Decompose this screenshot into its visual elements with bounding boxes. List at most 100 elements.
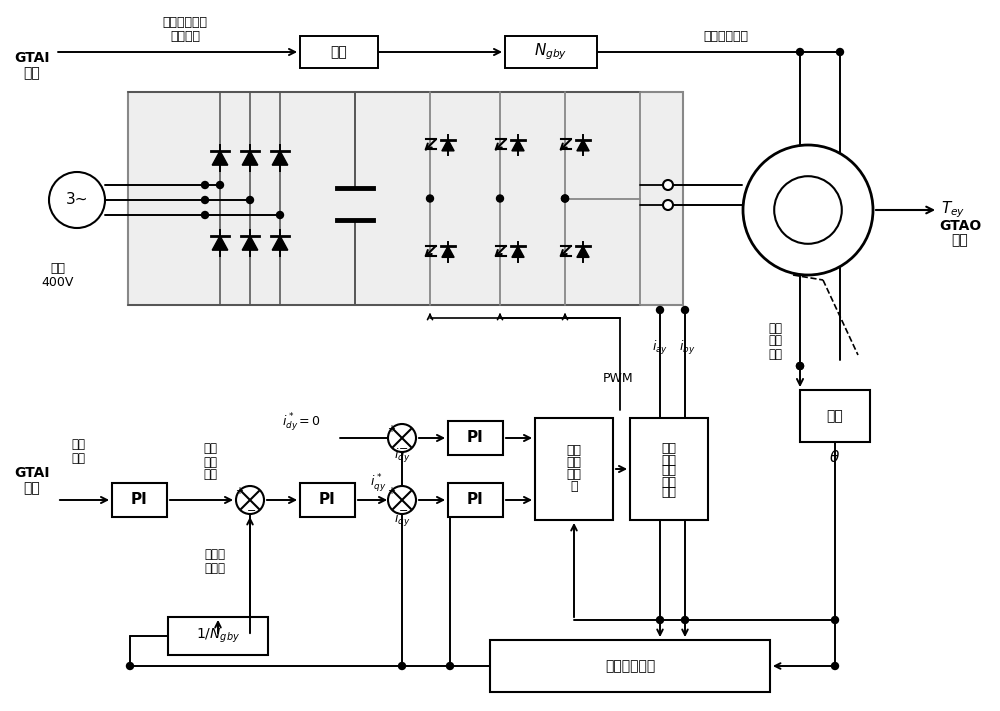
Circle shape [682,306,688,314]
Circle shape [202,196,208,203]
Text: 坐标: 坐标 [566,444,582,457]
Polygon shape [242,151,258,165]
Polygon shape [272,151,288,165]
Polygon shape [577,246,589,257]
Bar [112,483,167,517]
Text: 旋转: 旋转 [566,456,582,469]
Text: 电压: 电压 [662,442,676,456]
Polygon shape [442,246,454,257]
Circle shape [202,181,208,188]
Text: PI: PI [131,493,147,508]
Bar [800,390,870,442]
Text: $i_{dy}$: $i_{dy}$ [394,447,410,465]
Bar [630,418,708,520]
Text: 调制: 调制 [662,486,676,500]
Text: $1/N_{gby}$: $1/N_{gby}$ [196,627,240,645]
Text: 微分: 微分 [331,45,347,59]
Text: $i_{qy}$: $i_{qy}$ [394,511,410,529]
Text: −: − [399,506,408,516]
Text: +: + [388,424,396,434]
Text: 积分: 积分 [827,409,843,423]
Text: 输入: 输入 [24,66,40,80]
Circle shape [832,663,838,670]
Circle shape [49,172,105,228]
Text: 偏航电机转速: 偏航电机转速 [704,31,748,43]
Text: GTAO: GTAO [939,219,981,233]
Text: 输出: 输出 [952,233,968,247]
Text: 3~: 3~ [66,193,88,208]
Text: $i_{qy}^*$: $i_{qy}^*$ [370,472,386,494]
Text: $i_{dy}^*=0$: $i_{dy}^*=0$ [282,412,322,434]
Circle shape [836,48,844,55]
Polygon shape [442,139,454,151]
Bar [300,483,355,517]
Circle shape [246,196,254,203]
Circle shape [562,195,568,202]
Circle shape [216,181,224,188]
Bar [448,483,503,517]
Text: $i_{by}$: $i_{by}$ [679,339,695,357]
Circle shape [446,663,454,670]
Text: 偏航: 偏航 [71,439,85,451]
Text: 坐标旋转变换: 坐标旋转变换 [605,659,655,673]
Circle shape [388,424,416,452]
Polygon shape [512,139,524,151]
Text: GTAI: GTAI [14,51,50,65]
Text: 转速: 转速 [768,348,782,360]
Text: PI: PI [467,493,483,508]
Circle shape [656,306,664,314]
Circle shape [832,616,838,624]
Circle shape [562,195,568,202]
Text: 三相: 三相 [50,262,66,274]
Text: 航速率: 航速率 [205,562,226,574]
Circle shape [202,211,208,218]
Bar [128,92,683,305]
Text: PI: PI [319,493,335,508]
Circle shape [663,180,673,190]
Bar [168,617,268,655]
Circle shape [236,486,264,514]
Text: 指令: 指令 [71,451,85,464]
Text: $T_{ey}$: $T_{ey}$ [941,200,965,220]
Circle shape [663,200,673,210]
Text: 实测偏: 实测偏 [205,548,226,562]
Text: GTAI: GTAI [14,466,50,480]
Text: 同步电机: 同步电机 [788,210,816,223]
Text: 逆变: 逆变 [566,469,582,481]
Polygon shape [512,246,524,257]
Polygon shape [272,236,288,250]
Text: −: − [247,506,256,516]
Circle shape [126,663,134,670]
Text: 脉宽: 脉宽 [662,476,676,488]
Text: 换: 换 [570,481,578,493]
Bar [300,36,378,68]
Bar [448,421,503,455]
Circle shape [774,176,842,244]
Text: $i_{ay}$: $i_{ay}$ [652,339,668,357]
Circle shape [388,486,416,514]
Text: 机舱与正北方: 机舱与正北方 [162,16,208,29]
Polygon shape [212,236,228,250]
Circle shape [796,363,804,370]
Circle shape [496,195,504,202]
Circle shape [796,363,804,370]
Polygon shape [577,139,589,151]
Text: PI: PI [467,430,483,446]
Text: $\theta$: $\theta$ [829,449,841,465]
Text: 输入: 输入 [24,481,40,495]
Bar [490,640,770,692]
Text: 电机: 电机 [768,334,782,348]
Circle shape [276,211,284,218]
Text: −: − [399,444,408,454]
Text: 偏航永磁: 偏航永磁 [788,195,816,208]
Text: 偏航: 偏航 [203,442,217,456]
Text: 速率: 速率 [203,456,217,469]
Polygon shape [242,236,258,250]
Text: +: + [388,486,396,496]
Circle shape [682,616,688,624]
Text: 向的夹角: 向的夹角 [170,31,200,43]
Circle shape [796,48,804,55]
Circle shape [398,663,406,670]
Circle shape [426,195,434,202]
Text: 矢量: 矢量 [662,464,676,478]
